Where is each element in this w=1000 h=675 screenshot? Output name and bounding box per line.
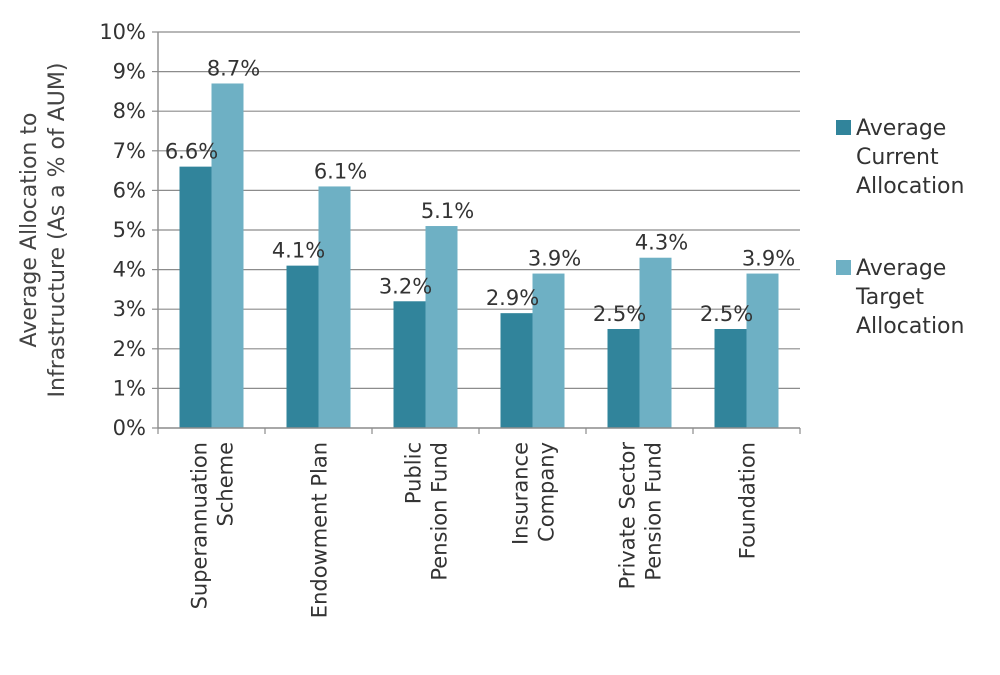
bar xyxy=(639,257,672,428)
bar xyxy=(532,273,565,428)
data-label: 2.5% xyxy=(593,302,646,326)
y-tick-label: 5% xyxy=(113,218,146,242)
y-axis-title-group: Average Allocation to Infrastructure (As … xyxy=(17,63,70,398)
bar xyxy=(179,166,212,428)
category-label: Endowment Plan xyxy=(308,442,332,618)
bar xyxy=(425,226,458,428)
category-label: Foundation xyxy=(736,442,760,559)
legend-label-line: Target xyxy=(855,285,924,310)
category-label-line: Superannuation xyxy=(188,442,212,609)
data-label: 5.1% xyxy=(421,199,474,223)
category-label: Superannuation Scheme xyxy=(188,442,238,609)
bar xyxy=(607,329,640,428)
data-label: 3.9% xyxy=(528,247,581,271)
y-tick-label: 4% xyxy=(113,258,146,282)
category-label-line: Insurance xyxy=(509,442,533,545)
data-label: 4.3% xyxy=(635,231,688,255)
category-label-line: Pension Fund xyxy=(642,442,666,581)
bar xyxy=(318,186,351,428)
y-tick-label: 2% xyxy=(113,337,146,361)
bar xyxy=(500,313,533,428)
legend-label-line: Average xyxy=(856,256,946,281)
y-axis-title-line: Infrastructure (As a % of AUM) xyxy=(45,63,70,398)
legend-swatch xyxy=(836,260,851,275)
grid-lines xyxy=(158,31,800,389)
legend-label-line: Allocation xyxy=(856,174,964,199)
category-label-line: Endowment Plan xyxy=(308,442,332,618)
y-axis-title: Average Allocation to Infrastructure (As … xyxy=(17,63,70,398)
category-label-line: Company xyxy=(535,442,559,542)
data-label: 6.6% xyxy=(165,140,218,164)
x-axis: Superannuation Scheme Endowment Plan Public… xyxy=(157,427,801,618)
legend: Average Current Allocation Average Target All… xyxy=(836,116,964,339)
bar xyxy=(286,265,319,428)
y-axis-title-line: Average Allocation to xyxy=(17,113,42,348)
data-label: 6.1% xyxy=(314,159,367,183)
data-label: 3.9% xyxy=(742,247,795,271)
y-tick-label: 1% xyxy=(113,376,146,400)
category-label: Private Sector Pension Fund xyxy=(616,442,666,590)
y-tick-label: 6% xyxy=(113,178,146,202)
legend-label-line: Average xyxy=(856,116,946,141)
legend-label-line: Allocation xyxy=(856,314,964,339)
y-tick-label: 10% xyxy=(99,20,146,44)
category-label: Public Pension Fund xyxy=(402,442,452,581)
bar xyxy=(714,329,747,428)
bars xyxy=(179,83,779,428)
category-label-line: Foundation xyxy=(736,442,760,559)
y-axis: 0% 1% 2% 3% 4% 5% 6% 7% 8% 9% 10% xyxy=(99,20,159,440)
y-tick-label: 9% xyxy=(113,60,146,84)
y-tick-label: 3% xyxy=(113,297,146,321)
legend-label-line: Current xyxy=(856,145,939,170)
category-label-line: Public xyxy=(402,442,426,504)
category-label-line: Private Sector xyxy=(616,442,640,590)
category-label-line: Pension Fund xyxy=(428,442,452,581)
data-label: 2.5% xyxy=(700,302,753,326)
data-label: 8.7% xyxy=(207,56,260,80)
legend-swatch xyxy=(836,120,851,135)
data-label: 2.9% xyxy=(486,286,539,310)
data-label: 3.2% xyxy=(379,274,432,298)
category-label: Insurance Company xyxy=(509,442,559,545)
data-labels: 6.6% 8.7% 4.1% 6.1% 3.2% 5.1% 2.9% 3.9% 2.5% 4.3%… xyxy=(165,56,795,326)
y-tick-label: 0% xyxy=(113,416,146,440)
data-label: 4.1% xyxy=(272,239,325,263)
y-tick-label: 7% xyxy=(113,139,146,163)
y-tick-label: 8% xyxy=(113,99,146,123)
bar xyxy=(393,301,426,428)
category-label-line: Scheme xyxy=(214,442,238,526)
bar xyxy=(211,83,244,428)
bar xyxy=(746,273,779,428)
